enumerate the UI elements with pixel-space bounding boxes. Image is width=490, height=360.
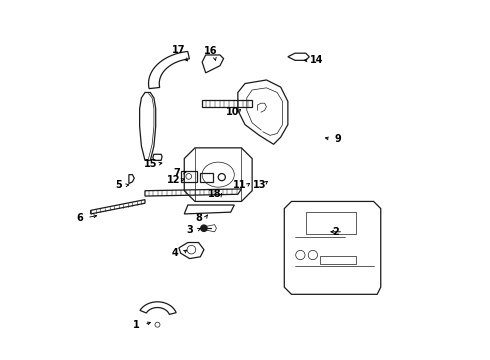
- Text: 4: 4: [172, 248, 179, 258]
- Text: 6: 6: [76, 212, 83, 222]
- Text: 3: 3: [186, 225, 193, 235]
- Text: 9: 9: [335, 134, 341, 144]
- Text: 11: 11: [233, 180, 246, 190]
- Text: 16: 16: [204, 46, 218, 57]
- Text: 14: 14: [310, 55, 323, 65]
- Bar: [320, 256, 356, 264]
- Text: 7: 7: [174, 168, 180, 178]
- Text: 5: 5: [115, 180, 122, 190]
- Text: 13: 13: [252, 180, 266, 190]
- Text: 12: 12: [167, 175, 180, 185]
- Text: 15: 15: [144, 159, 157, 169]
- Text: 1: 1: [133, 320, 140, 330]
- Circle shape: [201, 225, 207, 231]
- Text: 18: 18: [208, 189, 221, 199]
- Text: 2: 2: [333, 227, 340, 237]
- Text: 8: 8: [195, 212, 202, 222]
- Bar: [306, 212, 356, 234]
- Text: 10: 10: [226, 107, 239, 117]
- Text: 17: 17: [172, 45, 186, 55]
